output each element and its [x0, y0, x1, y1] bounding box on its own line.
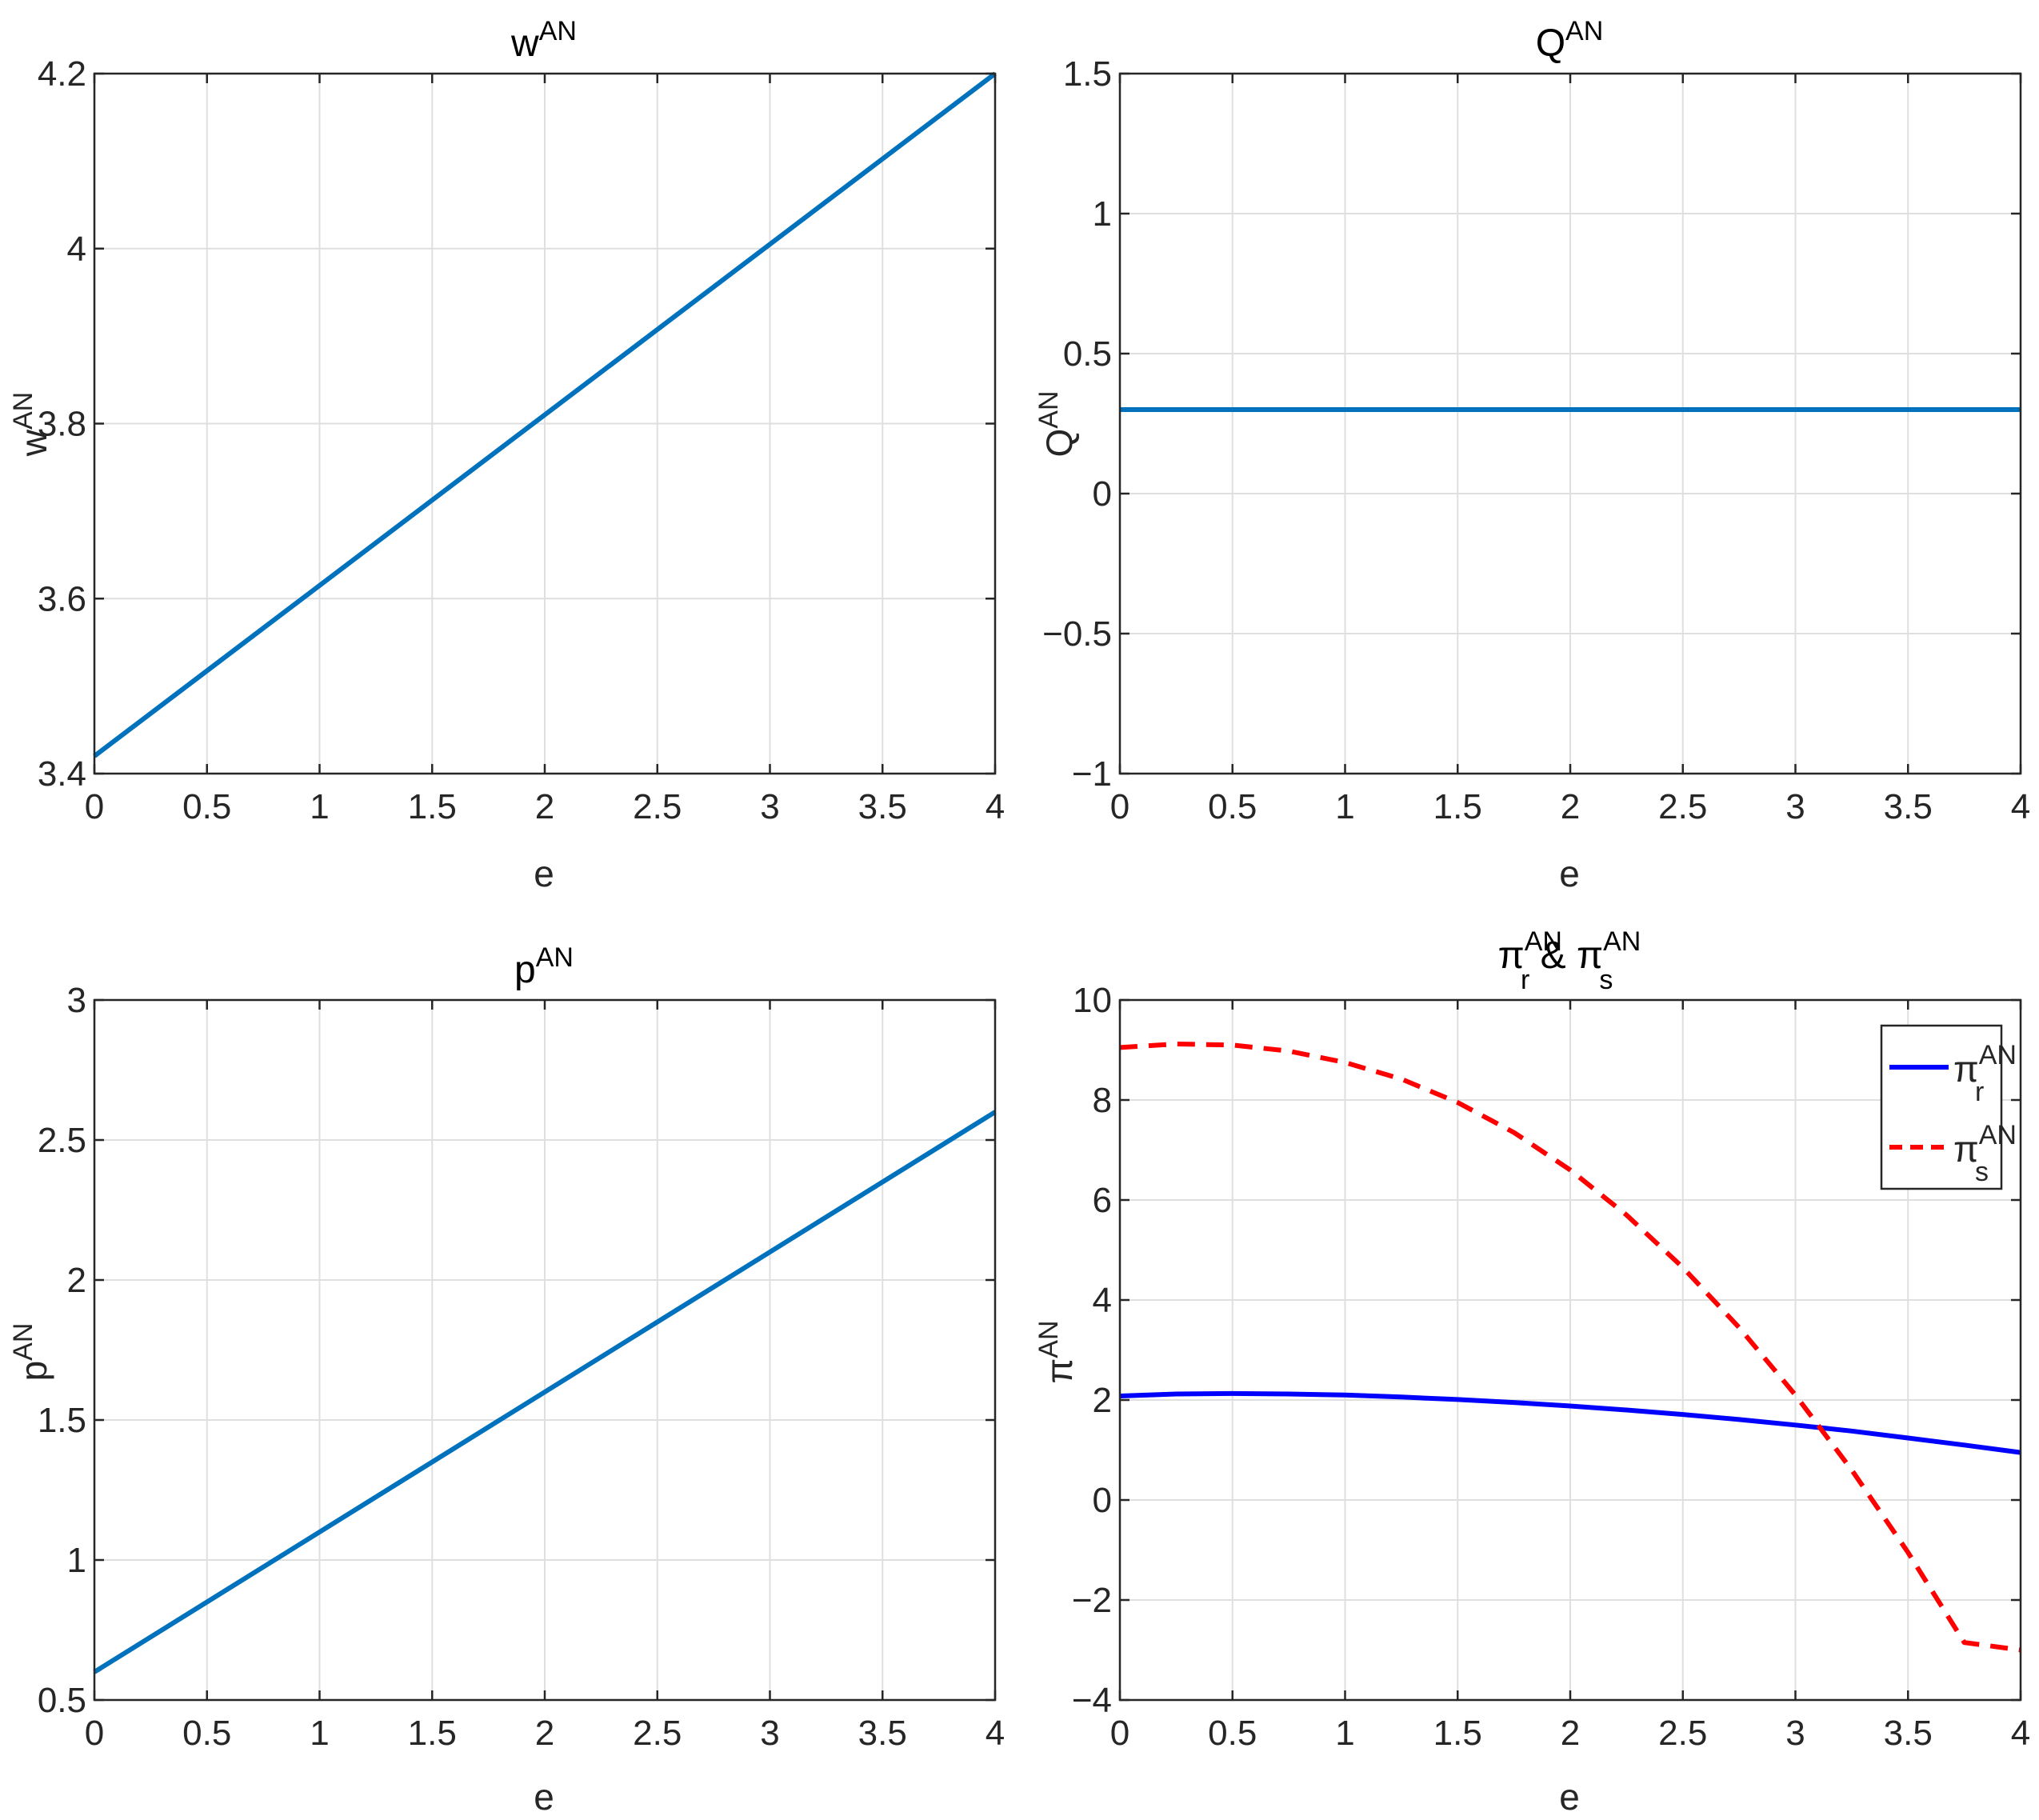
panel-w: 0 0.5 1 1.5 2 2.5 3 3.5 4 3.4 3.6 3.8 4 4.2 — [38, 54, 1005, 826]
panel-pi: 0 0.5 1 1.5 2 2.5 3 3.5 4 −4 −2 0 2 4 6 8 10 — [1072, 981, 2030, 1753]
series-line-pi-0 — [1119, 1390, 2021, 1455]
y-tick-label: 3.6 — [38, 579, 86, 618]
y-tick-label: 2 — [1093, 1381, 1112, 1420]
y-tick-label: 1.5 — [1063, 54, 1112, 94]
legend-label-pi-s: πAN s — [1953, 1120, 2017, 1187]
x-tick-label: 0 — [1110, 1714, 1129, 1753]
x-tick-label: 3.5 — [858, 787, 907, 826]
legend-label-pi-r: πAN r — [1953, 1040, 2017, 1107]
y-tick-label: 10 — [1073, 981, 1112, 1020]
x-tick-label: 1 — [310, 787, 329, 826]
x-tick-label: 0 — [85, 1714, 104, 1753]
y-tick-label: 0 — [1093, 474, 1112, 514]
ylabel-pi: πAN — [1033, 1321, 1080, 1384]
x-tick-label: 3.5 — [1884, 787, 1933, 826]
y-tick-label: 4.2 — [38, 54, 86, 94]
y-tick-label: 3 — [67, 981, 86, 1020]
x-tick-label: 4 — [986, 1714, 1005, 1753]
xlabel-w: e — [534, 853, 554, 894]
panel-Q: 0 0.5 1 1.5 2 2.5 3 3.5 4 −1 −0.5 0 0.5 1 1.5 — [1042, 54, 2030, 826]
y-tick-label: 3.8 — [38, 405, 86, 444]
x-tick-label: 4 — [986, 787, 1005, 826]
series-line-pi-1 — [1119, 1042, 2021, 1653]
xlabel-q: e — [1559, 853, 1580, 894]
y-tick-label: −2 — [1072, 1581, 1112, 1620]
x-tick-label: 3 — [1785, 787, 1805, 826]
x-tick-label: 2.5 — [633, 787, 682, 826]
y-tick-label: 2 — [67, 1261, 86, 1300]
x-tick-label: 1 — [1335, 1714, 1354, 1753]
y-tick-label: 0.5 — [1063, 334, 1112, 374]
legend-box — [1880, 1024, 2003, 1190]
x-tick-label: 0 — [85, 787, 104, 826]
y-tick-label: −4 — [1072, 1681, 1112, 1720]
x-tick-label: 1.5 — [1433, 1714, 1482, 1753]
x-tick-label: 0 — [1110, 787, 1129, 826]
y-tick-label: 1 — [1093, 194, 1112, 234]
title-pi: πAN r & πAN s — [1498, 926, 1641, 995]
x-tick-label: 4 — [2011, 787, 2030, 826]
x-tick-label: 1 — [1335, 787, 1354, 826]
y-tick-label: −1 — [1072, 754, 1112, 794]
series-line-p-0 — [93, 1110, 997, 1674]
ylabel-q: QAN — [1033, 390, 1080, 457]
y-tick-label: −0.5 — [1042, 614, 1112, 654]
y-tick-label: 3.4 — [38, 754, 86, 794]
x-tick-label: 2.5 — [633, 1714, 682, 1753]
x-tick-label: 2 — [535, 787, 554, 826]
title-q: QAN — [1536, 16, 1604, 65]
y-tick-label: 0.5 — [38, 1681, 86, 1720]
x-tick-label: 3 — [760, 787, 779, 826]
x-tick-label: 2.5 — [1658, 1714, 1707, 1753]
ylabel-w: wAN — [8, 392, 54, 457]
x-tick-label: 0.5 — [1208, 787, 1257, 826]
x-tick-label: 0.5 — [182, 1714, 231, 1753]
title-w: wAN — [510, 16, 577, 65]
y-tick-label: 8 — [1093, 1081, 1112, 1120]
y-tick-label: 6 — [1093, 1181, 1112, 1220]
x-tick-label: 2 — [535, 1714, 554, 1753]
y-tick-label: 0 — [1093, 1481, 1112, 1520]
x-tick-label: 3 — [760, 1714, 779, 1753]
xlabel-p: e — [534, 1776, 554, 1818]
x-tick-label: 4 — [2011, 1714, 2030, 1753]
x-tick-label: 1.5 — [408, 787, 457, 826]
x-tick-label: 1 — [310, 1714, 329, 1753]
x-tick-label: 1.5 — [1433, 787, 1482, 826]
x-tick-label: 2.5 — [1658, 787, 1707, 826]
y-tick-label: 1.5 — [38, 1401, 86, 1440]
xlabel-pi: e — [1559, 1776, 1580, 1818]
x-tick-label: 3 — [1785, 1714, 1805, 1753]
x-tick-label: 3.5 — [858, 1714, 907, 1753]
ylabel-p: pAN — [8, 1323, 54, 1382]
legend: πAN r πAN s — [1880, 1024, 2017, 1190]
x-tick-label: 0.5 — [1208, 1714, 1257, 1753]
y-tick-label: 2.5 — [38, 1121, 86, 1160]
x-tick-label: 2 — [1561, 1714, 1580, 1753]
x-tick-label: 1.5 — [408, 1714, 457, 1753]
y-tick-label: 4 — [67, 230, 86, 269]
series-line-w-0 — [93, 71, 997, 758]
y-tick-label: 4 — [1093, 1281, 1112, 1320]
y-tick-label: 1 — [67, 1541, 86, 1580]
title-p: pAN — [514, 942, 574, 991]
x-tick-label: 3.5 — [1884, 1714, 1933, 1753]
panel-p: 0 0.5 1 1.5 2 2.5 3 3.5 40.511.522.53 — [38, 981, 1005, 1753]
x-tick-label: 0.5 — [182, 787, 231, 826]
x-tick-label: 2 — [1561, 787, 1580, 826]
